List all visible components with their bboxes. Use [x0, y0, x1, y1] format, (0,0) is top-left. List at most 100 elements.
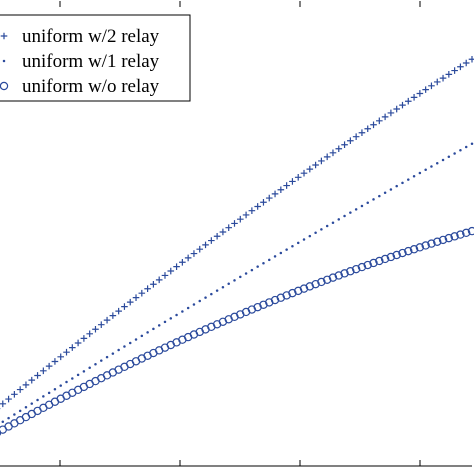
plus-marker	[416, 90, 424, 97]
circle-marker	[288, 288, 297, 298]
plus-marker	[445, 71, 453, 78]
circle-marker	[294, 286, 303, 296]
circle-marker	[404, 246, 413, 256]
dot-marker	[430, 165, 433, 168]
plus-marker	[115, 307, 122, 315]
plus-marker	[248, 207, 256, 214]
series-uniform-wo-relay	[0, 226, 474, 436]
circle-marker	[375, 256, 384, 266]
plus-marker	[69, 344, 76, 351]
dot-marker	[146, 331, 149, 334]
plus-marker	[347, 137, 354, 145]
plus-marker	[323, 153, 331, 161]
dot-marker	[24, 405, 28, 409]
plus-marker	[109, 312, 117, 319]
dot-marker	[192, 303, 196, 306]
dot-marker	[59, 384, 62, 387]
legend: uniform w/2 relay uniform w/1 relay unif…	[0, 14, 191, 102]
dot-marker	[464, 145, 468, 149]
plus-marker	[312, 161, 319, 169]
dot-marker	[250, 268, 254, 272]
circle-marker	[299, 284, 309, 293]
plus-marker	[428, 82, 435, 90]
dot-marker	[308, 234, 312, 238]
dot-marker	[447, 155, 451, 158]
dot-marker	[372, 198, 375, 201]
circle-marker	[369, 258, 378, 268]
plus-marker	[468, 55, 474, 63]
dot-marker	[337, 218, 341, 221]
dot-marker	[291, 245, 294, 248]
circle-marker	[433, 237, 442, 246]
dot-marker	[94, 362, 97, 366]
dot-marker	[71, 377, 74, 380]
dot-marker	[100, 359, 103, 362]
plus-marker	[202, 241, 209, 249]
dot-marker	[325, 224, 329, 228]
dot-marker	[441, 158, 445, 162]
dot-marker	[360, 204, 364, 208]
dot-marker	[175, 313, 178, 317]
legend-marker-circle	[0, 81, 9, 91]
legend-marker-dot	[2, 59, 6, 63]
plus-marker	[404, 97, 412, 105]
plus-marker	[184, 254, 192, 262]
circle-marker	[357, 262, 367, 272]
plus-marker	[22, 381, 30, 389]
dot-marker	[36, 398, 39, 402]
plus-marker	[358, 129, 366, 137]
circle-marker	[346, 267, 355, 276]
circle-marker	[444, 233, 454, 243]
dot-marker	[459, 148, 462, 152]
axes-frame	[0, 465, 472, 467]
dot-marker	[134, 338, 138, 341]
dot-marker	[1, 420, 5, 423]
plus-marker	[283, 182, 290, 189]
plus-marker	[45, 362, 53, 370]
dot-marker	[18, 409, 22, 413]
dot-marker	[13, 413, 16, 416]
circle-marker	[415, 243, 425, 252]
circle-marker	[467, 226, 474, 236]
plus-marker	[173, 263, 180, 270]
dot-marker	[105, 355, 109, 359]
plus-marker	[352, 133, 360, 141]
circle-marker	[392, 250, 401, 260]
dot-marker	[343, 214, 346, 218]
plus-marker	[370, 121, 377, 129]
plus-marker	[51, 358, 59, 365]
plus-marker	[11, 391, 18, 398]
dot-marker	[186, 306, 190, 310]
legend-marker-plus	[0, 32, 8, 40]
plus-marker	[289, 178, 296, 185]
plus-marker	[265, 194, 273, 202]
dot-marker	[53, 387, 57, 391]
dot-marker	[111, 352, 115, 355]
legend-box	[0, 14, 191, 102]
circle-marker	[340, 269, 349, 278]
plus-marker	[410, 94, 418, 101]
plus-marker	[300, 169, 308, 177]
plus-marker	[132, 294, 140, 301]
plus-marker	[393, 105, 400, 113]
plus-marker	[399, 101, 406, 109]
dot-marker	[268, 258, 271, 262]
dot-marker	[470, 142, 474, 146]
dot-marker	[279, 251, 283, 255]
series-uniform-w2-relay	[0, 55, 474, 410]
circle-marker	[398, 248, 407, 258]
axis-ticks	[59, 1, 421, 466]
plus-marker	[451, 67, 458, 74]
plus-marker	[329, 149, 337, 157]
dot-marker	[296, 241, 300, 245]
circle-marker	[421, 241, 430, 250]
plus-marker	[97, 321, 105, 328]
dot-marker	[47, 391, 51, 395]
plus-marker	[341, 141, 348, 149]
dot-marker	[354, 208, 358, 211]
plus-marker	[40, 367, 47, 375]
plus-marker	[219, 228, 227, 236]
dot-marker	[389, 188, 393, 191]
plus-marker	[121, 303, 128, 310]
